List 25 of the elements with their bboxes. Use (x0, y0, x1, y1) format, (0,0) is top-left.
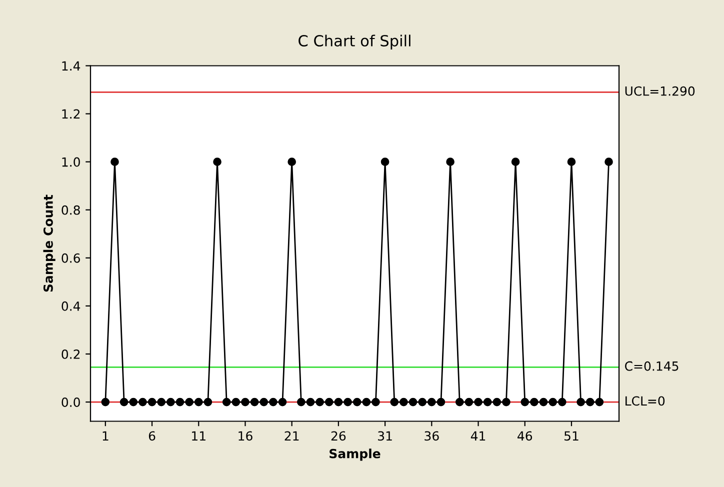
x-tick-label: 1 (102, 431, 108, 440)
x-tick-label: 11 (192, 431, 206, 440)
y-tick-label: 1.0 (62, 157, 80, 167)
x-tick-label: 51 (564, 431, 578, 441)
y-tick-label: 0.6 (62, 253, 80, 263)
x-tick-label: 31 (378, 431, 392, 441)
x-tick-label: 41 (470, 431, 486, 440)
x-tick-label: 46 (518, 431, 532, 441)
ref-line-label: C̄=0.145 (625, 361, 678, 371)
y-tick-label: 0.2 (62, 349, 80, 359)
y-tick-label: 0.4 (62, 301, 80, 311)
x-tick-label: 26 (331, 431, 346, 441)
y-tick-label: 1.2 (62, 109, 80, 119)
y-tick-label: 0.8 (62, 205, 80, 215)
ref-line-label: UCL=1.290 (625, 86, 695, 96)
y-tick-label: 1.4 (62, 61, 80, 70)
x-tick-label: 21 (284, 431, 299, 440)
chart-title: C Chart of Spill (298, 34, 410, 50)
y-axis-title: Sample Count (43, 194, 56, 292)
y-tick-label: 0.0 (62, 398, 80, 407)
x-tick-label: 16 (238, 431, 252, 441)
x-tick-label: 36 (424, 431, 439, 441)
ref-line-label: LCL=0 (626, 396, 665, 406)
x-tick-label: 6 (148, 431, 156, 441)
x-axis-title: Sample (330, 448, 380, 461)
